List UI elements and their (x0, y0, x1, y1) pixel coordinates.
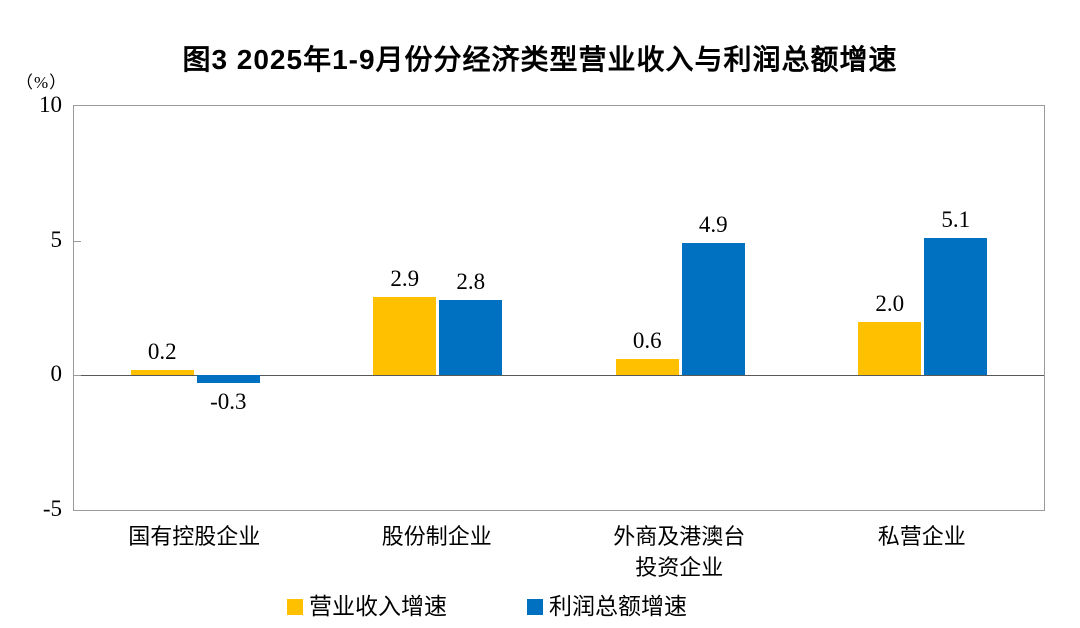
bar-value-label: 5.1 (941, 207, 971, 232)
legend: 营业收入增速 利润总额增速 (287, 594, 687, 620)
x-axis-labels: 国有控股企业 股份制企业 外商及港澳台 投资企业 私营企业 (73, 521, 1043, 583)
bar-value-label: 0.6 (632, 328, 662, 354)
plot-area: 0.2 -0.3 2.9 2.8 0.6 4.9 2.0 5.1 (73, 105, 1045, 511)
y-axis-tick-mark (74, 240, 81, 242)
bar-value-label: 0.2 (147, 338, 177, 364)
bar-利润总额增速-股份制企业 (439, 299, 503, 376)
y-axis-tick-label: -5 (42, 496, 62, 521)
legend-item-profit-growth: 利润总额增速 (527, 594, 687, 620)
legend-label-revenue-growth: 营业收入增速 (309, 594, 447, 619)
bar-利润总额增速-国有控股企业 (196, 375, 260, 384)
zero-gridline (74, 375, 1044, 377)
bar-value-label: 2.8 (456, 268, 486, 294)
bar-营业收入增速-国有控股企业 (130, 369, 194, 376)
legend-item-revenue-growth: 营业收入增速 (287, 594, 447, 620)
bar-营业收入增速-私营企业 (858, 321, 922, 376)
bar-利润总额增速-私营企业 (924, 238, 988, 376)
legend-swatch-blue-icon (527, 599, 543, 615)
x-axis-label-foreign-hkmt: 外商及港澳台 投资企业 (613, 524, 746, 580)
x-axis-label-state-owned: 国有控股企业 (128, 524, 261, 549)
y-axis-tick-mark (74, 375, 81, 377)
legend-label-profit-growth: 利润总额增速 (549, 594, 687, 619)
chart-title: 图3 2025年1-9月份分经济类型营业收入与利润总额增速 (182, 44, 898, 75)
bar-value-label: 2.0 (875, 290, 905, 316)
bar-value-label: -0.3 (210, 389, 247, 415)
y-axis-tick-label: 0 (50, 361, 63, 387)
bar-value-label: 4.9 (698, 212, 728, 238)
x-axis-label-private: 私营企业 (877, 524, 966, 549)
bar-营业收入增速-外商及港澳台 (615, 359, 679, 376)
y-axis-tick-label: 5 (50, 226, 63, 252)
bar-营业收入增速-股份制企业 (373, 297, 437, 376)
bar-value-label: 2.9 (390, 266, 420, 292)
y-axis-tick-labels: 10 5 0 -5 (0, 92, 63, 521)
x-axis-label-shareholding: 股份制企业 (381, 524, 492, 549)
y-axis-tick-label: 10 (39, 92, 62, 117)
y-axis-unit-label: （%） (16, 73, 68, 92)
bar-利润总额增速-外商及港澳台 (681, 243, 745, 376)
legend-swatch-yellow-icon (287, 599, 303, 615)
